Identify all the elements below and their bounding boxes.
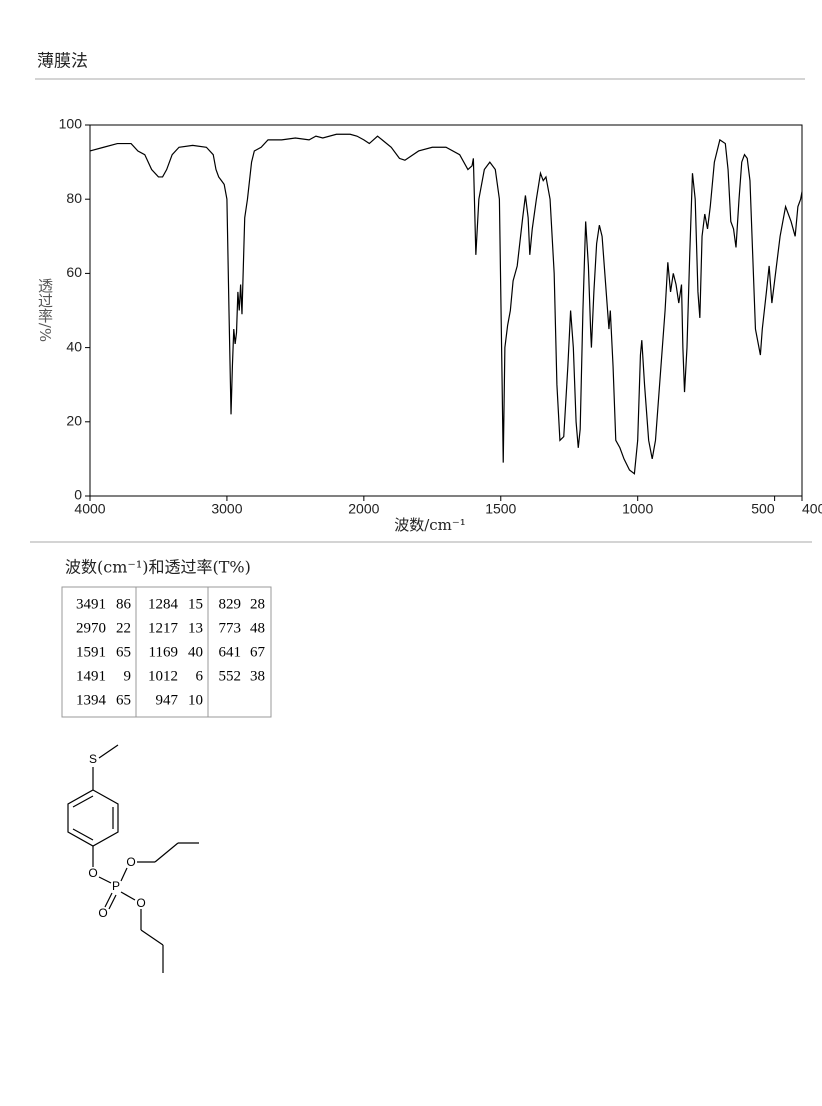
y-tick-label: 0 [74,487,82,503]
bond [154,842,179,863]
atom-label: O [88,866,97,880]
wavenumber-cell: 2970 [76,620,106,636]
bond [120,891,136,901]
x-tick-label: 500 [751,501,775,517]
y-tick-label: 100 [59,116,83,132]
wavenumber-cell: 947 [156,692,179,708]
wavenumber-cell: 1169 [149,644,178,660]
y-axis-label: 透过率/% [36,278,54,342]
wavenumber-cell: 1217 [148,620,179,636]
atom-label: P [112,879,120,893]
x-tick-label: 1000 [622,501,653,517]
x-axis-label: 波数/cm⁻¹ [394,516,466,534]
atom-label: O [98,906,107,920]
bond [98,744,119,759]
bond [108,894,117,910]
x-tick-label: 3000 [211,501,242,517]
table-caption: 波数(cm⁻¹)和透过率(T%) [65,558,251,577]
x-tick-label: 2000 [348,501,379,517]
bond [72,795,94,808]
wavenumber-cell: 829 [219,596,242,612]
table-frame [61,586,272,718]
wavenumber-cell: 3491 [76,596,106,612]
atom-label: O [126,855,135,869]
wavenumber-cell: 1012 [148,668,178,684]
page-title: 薄膜法 [37,52,88,72]
plot-frame [89,124,803,497]
wavenumber-cell: 773 [219,620,242,636]
wavenumber-cell: 1284 [148,596,179,612]
transmittance-cell: 9 [124,668,132,684]
bond [98,876,112,884]
y-tick-label: 40 [66,338,82,354]
transmittance-cell: 65 [116,644,131,660]
bond [120,867,128,882]
bond [72,828,94,841]
atom-label: S [89,752,97,766]
wavenumber-cell: 1394 [76,692,107,708]
transmittance-cell: 10 [188,692,203,708]
wavenumber-cell: 552 [219,668,242,684]
transmittance-cell: 65 [116,692,131,708]
wavenumber-cell: 1591 [76,644,106,660]
benzene-ring [67,789,119,847]
atom-label: O [136,896,145,910]
y-tick-label: 20 [66,413,82,429]
transmittance-cell: 40 [188,644,203,660]
transmittance-cell: 22 [116,620,131,636]
transmittance-cell: 6 [196,668,204,684]
y-tick-label: 60 [66,264,82,280]
transmittance-cell: 86 [116,596,132,612]
wavenumber-cell: 1491 [76,668,106,684]
transmittance-cell: 48 [250,620,265,636]
transmittance-cell: 38 [250,668,265,684]
wavenumber-cell: 641 [219,644,242,660]
x-tick-label: 1500 [485,501,516,517]
molecule [67,744,199,973]
bond [104,892,113,908]
bond [140,929,164,946]
x-tick-label: 4000 [74,501,105,517]
spectrum-line [89,133,803,475]
transmittance-cell: 67 [250,644,266,660]
x-tick-label: 400 [802,501,822,517]
transmittance-cell: 15 [188,596,203,612]
transmittance-cell: 13 [188,620,203,636]
y-tick-label: 80 [66,190,82,206]
transmittance-cell: 28 [250,596,265,612]
